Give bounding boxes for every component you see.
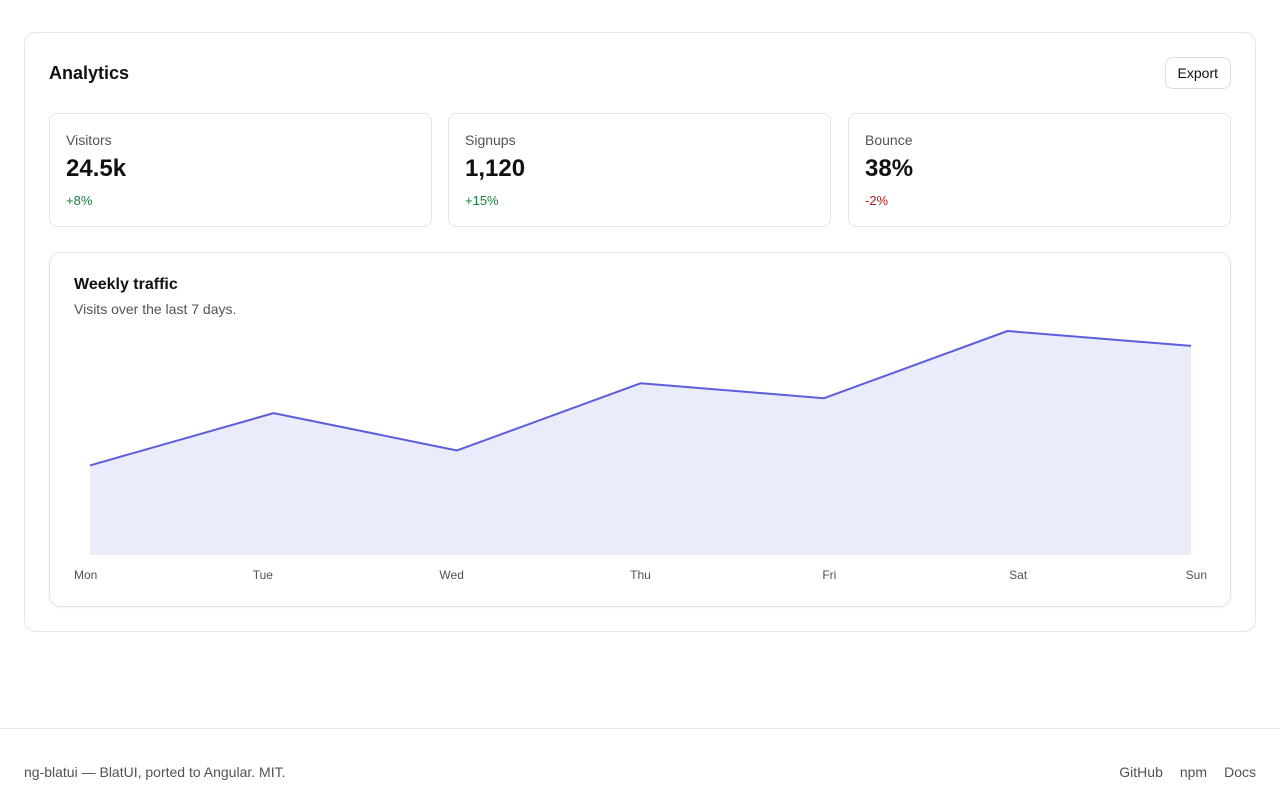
stat-delta: -2% xyxy=(865,193,889,208)
chart-title: Weekly traffic xyxy=(74,276,178,293)
stat-value: 24.5k xyxy=(66,155,127,182)
x-tick-label-thu: Thu xyxy=(630,568,651,582)
x-tick-label-wed: Wed xyxy=(439,568,463,582)
x-tick-label-sat: Sat xyxy=(1009,568,1028,582)
x-tick-label-sun: Sun xyxy=(1186,568,1207,582)
page-title: Analytics xyxy=(49,63,130,83)
footer-link-github[interactable]: GitHub xyxy=(1119,764,1163,780)
stat-label: Bounce xyxy=(865,132,913,148)
stats-row: Visitors 24.5k +8% Signups 1,120 +15% Bo… xyxy=(49,113,1231,227)
footer-link-docs[interactable]: Docs xyxy=(1224,764,1256,780)
footer: ng-blatui — BlatUI, ported to Angular. M… xyxy=(0,728,1280,800)
stat-card-signups: Signups 1,120 +15% xyxy=(448,113,831,227)
stat-value: 38% xyxy=(865,155,914,182)
stat-card-visitors: Visitors 24.5k +8% xyxy=(49,113,432,227)
analytics-card: Analytics Export Visitors 24.5k +8% Sign… xyxy=(24,32,1256,632)
x-tick-label-mon: Mon xyxy=(74,568,97,582)
footer-links: GitHub npm Docs xyxy=(1119,764,1256,780)
weekly-traffic-card: Weekly traffic Visits over the last 7 da… xyxy=(49,252,1231,607)
stat-delta: +15% xyxy=(465,193,499,208)
stat-value: 1,120 xyxy=(465,155,526,182)
traffic-area xyxy=(90,331,1191,555)
footer-link-npm[interactable]: npm xyxy=(1179,764,1208,780)
traffic-chart: Mon Tue Wed Thu Fri Sat Sun xyxy=(74,330,1207,582)
stat-delta: +8% xyxy=(66,193,93,208)
x-tick-label-tue: Tue xyxy=(253,568,274,582)
chart-subtitle: Visits over the last 7 days. xyxy=(74,301,237,317)
x-tick-label-fri: Fri xyxy=(822,568,836,582)
stat-card-bounce: Bounce 38% -2% xyxy=(848,113,1231,227)
stat-label: Signups xyxy=(465,132,516,148)
traffic-line xyxy=(89,330,1192,467)
export-button[interactable]: Export xyxy=(1164,57,1231,89)
stat-label: Visitors xyxy=(66,132,112,148)
footer-text: ng-blatui — BlatUI, ported to Angular. M… xyxy=(24,764,286,780)
